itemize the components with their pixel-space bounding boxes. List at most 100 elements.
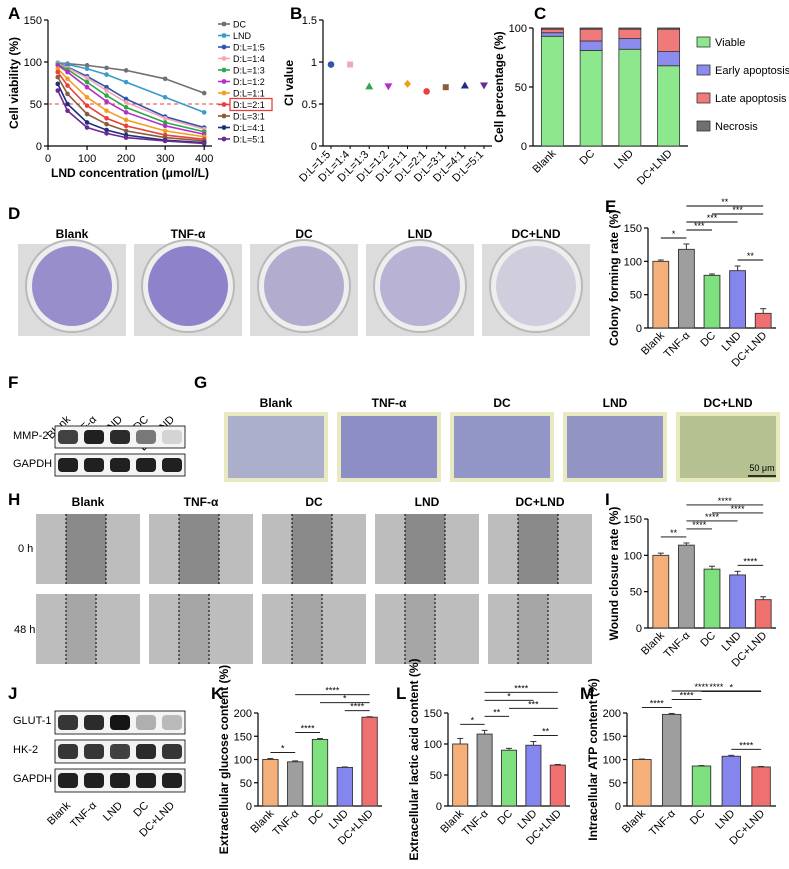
y-tick-label-e: 150 <box>624 223 642 235</box>
ci-point-d-l-5-1 <box>480 82 488 90</box>
wound-gap-dc <box>292 594 322 664</box>
wound-gap-dc <box>292 514 332 584</box>
data-point-dc <box>201 90 207 96</box>
y-tick-label-m: 50 <box>609 778 621 790</box>
y-tick-label-e: 100 <box>624 256 642 268</box>
blot-band-hk-2 <box>136 744 156 759</box>
sig-label-e: ** <box>721 197 729 207</box>
sig-label-m: **** <box>739 740 754 750</box>
data-point-d-l-1-5 <box>104 84 109 90</box>
stacked-bar-lnd-viable <box>618 48 642 147</box>
bar-k-blank <box>262 759 279 807</box>
wound-gap-dc-lnd <box>518 594 548 664</box>
bar-k-tnf <box>287 761 304 807</box>
blot-band-gapdh <box>136 458 156 472</box>
data-point-dc <box>84 63 90 68</box>
data-point-d-l-3-1 <box>55 74 61 80</box>
blot-band-gapdh <box>58 458 78 472</box>
blot-row-label-gapdh: GAPDH <box>13 458 52 470</box>
data-point-d-l-1-4 <box>123 100 129 105</box>
panel-label-f: F <box>8 373 18 392</box>
bar-e-blank <box>652 260 670 329</box>
transwell-cells-lnd <box>567 416 663 478</box>
bar-e-lnd <box>729 270 746 329</box>
x-tick-label-k: DC <box>306 808 326 828</box>
blot-band-hk-2 <box>58 744 78 759</box>
data-point-d-l-2-1 <box>65 83 70 88</box>
dish-colonies-lnd <box>380 246 460 326</box>
x-tick-label-e: TNF-α <box>662 329 693 360</box>
ci-point-d-l-3-1 <box>442 84 449 91</box>
data-point-lnd <box>162 94 168 100</box>
blot-band-glut-1 <box>110 715 130 730</box>
legend-marker-d-l-1-4 <box>221 56 227 61</box>
legend-swatch-early-apoptosis <box>696 64 711 76</box>
lane-label-j-dc: DC <box>131 800 151 820</box>
dish-title-lnd: LND <box>408 227 433 241</box>
stacked-bar-dc-early-apoptosis <box>579 40 603 51</box>
stacked-bar-dc-lnd-early-apoptosis <box>657 51 681 67</box>
x-tick-label-a: 100 <box>78 153 96 165</box>
panel-label-e: E <box>605 197 616 216</box>
y-tick-label-i: 100 <box>624 550 642 562</box>
panel-label-k: K <box>211 684 224 703</box>
data-point-d-l-5-1 <box>55 88 61 93</box>
bar-m-lnd <box>721 755 741 807</box>
y-axis-title-k: Extracellular glucose content (%) <box>217 665 231 854</box>
bar-i-lnd <box>729 574 746 629</box>
x-axis-title-a: LND concentration (μmol/L) <box>51 166 209 180</box>
data-point-d-l-1-5 <box>123 96 129 102</box>
legend-label-lnd: LND <box>233 31 252 41</box>
sig-label-e: ** <box>747 251 755 261</box>
legend-marker-d-l-1-1 <box>221 90 227 96</box>
sig-label-m: **** <box>650 698 665 708</box>
bar-e-tnf <box>678 248 695 329</box>
blot-row-label-hk-2: HK-2 <box>13 744 38 756</box>
dish-colonies-blank <box>32 246 112 326</box>
bar-i-blank <box>652 554 670 629</box>
x-tick-label-i: TNF-α <box>662 629 693 660</box>
transwell-cells-dc <box>454 416 550 478</box>
blot-row-label-gapdh: GAPDH <box>13 773 52 785</box>
x-tick-label-l: TNF-α <box>460 807 491 838</box>
data-point-d-l-1-3 <box>162 120 168 125</box>
data-point-d-l-3-1 <box>104 121 109 127</box>
data-point-d-l-2-1 <box>104 115 109 121</box>
sig-label-m: * <box>730 682 734 692</box>
blot-band-gapdh <box>110 458 130 472</box>
transwell-title-tnf: TNF-α <box>372 396 407 410</box>
wound-images: 0 h 48 h Blank TNF-α DC LND DC+LND <box>14 495 592 664</box>
stacked-bar-dc-lnd-late-apoptosis <box>657 28 681 53</box>
stacked-bar-lnd-late-apoptosis <box>618 28 642 40</box>
panel-label-i: I <box>605 490 610 509</box>
x-tick-label-m: LND <box>713 808 737 832</box>
legend-swatch-necrosis <box>696 120 711 132</box>
sig-label-m: **** <box>680 690 695 700</box>
transwell-cells-dc-lnd <box>680 416 776 478</box>
blot-band-gapdh <box>162 773 182 788</box>
sig-label-k: * <box>281 744 285 754</box>
data-point-d-l-5-1 <box>84 125 90 130</box>
ci-point-d-l-1-5 <box>327 61 335 68</box>
dish-colonies-dc-lnd <box>496 246 576 326</box>
sig-label-e: * <box>672 229 676 239</box>
data-point-d-l-1-1 <box>65 76 70 82</box>
data-point-d-l-1-2 <box>104 99 109 104</box>
dish-title-dc: DC <box>295 227 313 241</box>
stacked-bar-dc-lnd-viable <box>657 65 681 147</box>
y-tick-label-e: 0 <box>636 323 642 335</box>
sig-label-e: *** <box>694 221 705 231</box>
y-tick-label-m: 100 <box>603 755 621 767</box>
stacked-bar-lnd-necrosis <box>618 27 642 30</box>
legend-marker-d-l-4-1 <box>221 125 227 130</box>
chart-b: 00.511.5CI valueD:L=1:5D:L=1:4D:L=1:3D:L… <box>282 15 492 185</box>
colony-images: Blank TNF-α DC LND DC+LND <box>18 227 590 336</box>
stacked-bar-blank-viable <box>540 35 564 147</box>
data-point-dc <box>162 76 168 82</box>
data-point-d-l-4-1 <box>104 127 109 133</box>
x-tick-label-c: LND <box>612 148 636 172</box>
legend-marker-d-l-1-5 <box>221 44 227 50</box>
